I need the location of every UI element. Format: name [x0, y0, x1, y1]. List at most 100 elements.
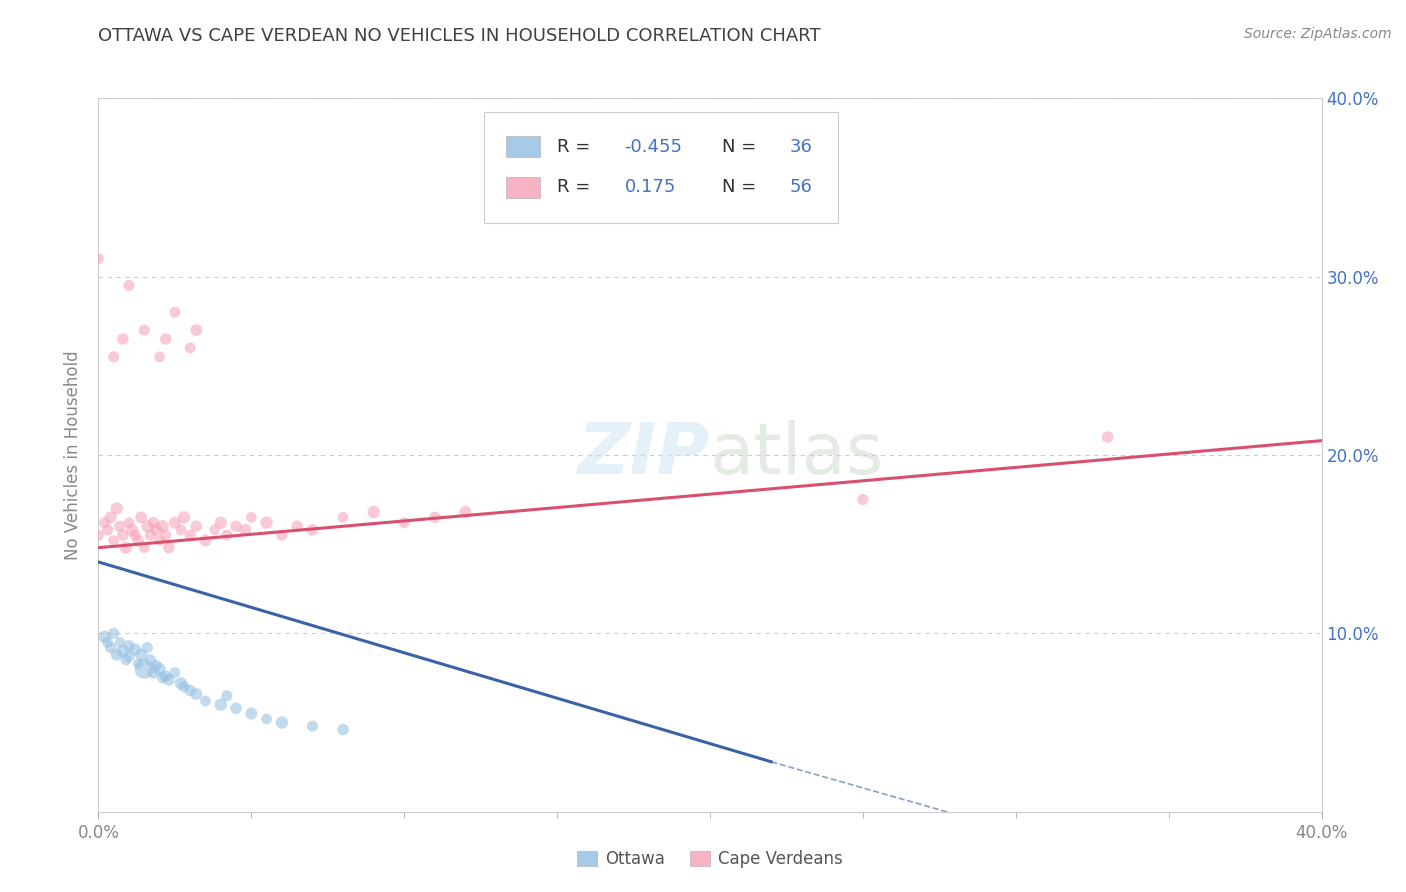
Point	[118, 649, 141, 664]
Point	[157, 541, 180, 555]
Text: R =: R =	[557, 178, 596, 196]
Point	[1097, 430, 1119, 444]
Point	[240, 706, 263, 721]
Point	[392, 516, 416, 530]
Text: N =: N =	[723, 137, 762, 155]
Point	[454, 505, 477, 519]
Point	[270, 528, 292, 542]
Point	[124, 642, 146, 657]
Point	[111, 332, 134, 346]
Point	[105, 648, 128, 662]
Bar	[506, 136, 540, 157]
Point	[134, 323, 156, 337]
Point	[103, 533, 125, 548]
Text: 36: 36	[790, 137, 813, 155]
Point	[108, 519, 131, 533]
Point	[87, 528, 110, 542]
Point	[363, 505, 385, 519]
Point	[149, 533, 172, 548]
Point	[118, 278, 141, 293]
Point	[423, 510, 446, 524]
Point	[149, 662, 172, 676]
Point	[163, 305, 186, 319]
Point	[301, 523, 323, 537]
Text: -0.455: -0.455	[624, 137, 682, 155]
Point	[155, 332, 177, 346]
Point	[145, 658, 167, 673]
Point	[186, 687, 208, 701]
Point	[194, 533, 217, 548]
Point	[139, 653, 162, 667]
Point	[179, 341, 201, 355]
Point	[111, 644, 134, 658]
Point	[134, 662, 156, 676]
Point	[285, 519, 308, 533]
Point	[852, 492, 875, 507]
Point	[332, 723, 354, 737]
Point	[139, 528, 162, 542]
Point	[194, 694, 217, 708]
Point	[93, 516, 115, 530]
Y-axis label: No Vehicles in Household: No Vehicles in Household	[65, 350, 83, 560]
Point	[301, 719, 323, 733]
Point	[93, 630, 115, 644]
Point	[256, 516, 278, 530]
Point	[108, 635, 131, 649]
Point	[127, 657, 149, 671]
Point	[127, 533, 149, 548]
Point	[136, 519, 159, 533]
Point	[121, 523, 143, 537]
Point	[136, 640, 159, 655]
Point	[270, 715, 292, 730]
Point	[163, 665, 186, 680]
Point	[225, 519, 247, 533]
Point	[179, 683, 201, 698]
Point	[163, 516, 186, 530]
Point	[186, 323, 208, 337]
Point	[111, 528, 134, 542]
Point	[105, 501, 128, 516]
Point	[129, 648, 152, 662]
Point	[157, 673, 180, 687]
Text: ZIP: ZIP	[578, 420, 710, 490]
Point	[209, 516, 232, 530]
Point	[103, 626, 125, 640]
Point	[134, 541, 156, 555]
Point	[142, 516, 165, 530]
Point	[186, 519, 208, 533]
Point	[155, 528, 177, 542]
Point	[149, 350, 172, 364]
Legend: Ottawa, Cape Verdeans: Ottawa, Cape Verdeans	[571, 844, 849, 875]
Point	[97, 523, 120, 537]
Point	[152, 671, 174, 685]
Point	[225, 701, 247, 715]
Point	[100, 640, 122, 655]
Point	[115, 541, 138, 555]
Point	[103, 350, 125, 364]
Text: 56: 56	[790, 178, 813, 196]
Point	[155, 669, 177, 683]
Point	[170, 523, 193, 537]
Text: N =: N =	[723, 178, 762, 196]
Point	[97, 635, 120, 649]
Point	[233, 523, 256, 537]
Point	[256, 712, 278, 726]
Point	[100, 510, 122, 524]
Point	[209, 698, 232, 712]
Point	[173, 510, 195, 524]
Point	[332, 510, 354, 524]
Point	[173, 680, 195, 694]
Text: Source: ZipAtlas.com: Source: ZipAtlas.com	[1244, 27, 1392, 41]
Point	[152, 519, 174, 533]
Point	[124, 528, 146, 542]
FancyBboxPatch shape	[484, 112, 838, 223]
Text: OTTAWA VS CAPE VERDEAN NO VEHICLES IN HOUSEHOLD CORRELATION CHART: OTTAWA VS CAPE VERDEAN NO VEHICLES IN HO…	[98, 27, 821, 45]
Point	[145, 523, 167, 537]
Text: 0.175: 0.175	[624, 178, 676, 196]
Point	[118, 639, 141, 653]
Point	[87, 252, 110, 266]
Point	[240, 510, 263, 524]
Text: R =: R =	[557, 137, 596, 155]
Text: atlas: atlas	[710, 420, 884, 490]
Point	[142, 665, 165, 680]
